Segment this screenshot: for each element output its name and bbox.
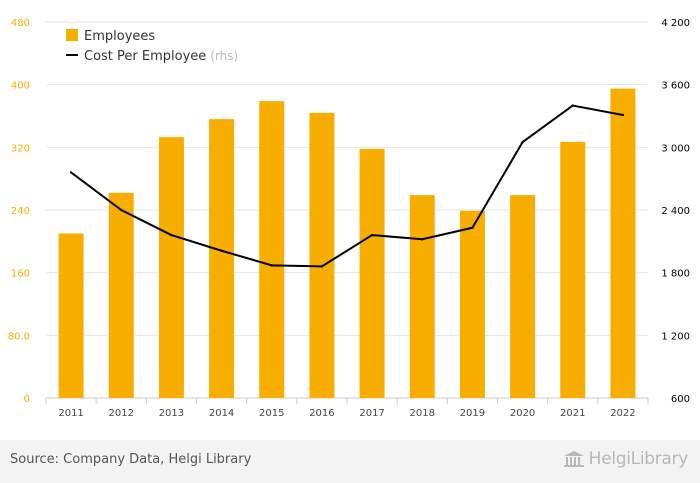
cost-per-employee-point	[621, 113, 625, 117]
legend-label-cost-name: Cost Per Employee	[84, 49, 206, 64]
legend: Employees Cost Per Employee (rhs)	[66, 29, 238, 64]
x-tick-label: 2019	[460, 408, 485, 419]
footer: Source: Company Data, Helgi Library Helg…	[0, 440, 700, 483]
chart-area: 0 80.0 160 240 320 400 480 600 1 200 1 800 2 400 3…	[8, 18, 690, 419]
employees-bar	[409, 195, 435, 398]
brand-text: HelgiLibrary	[588, 449, 689, 469]
cost-per-employee-point	[170, 233, 173, 237]
right-tick-label: 3 000	[661, 143, 690, 154]
cost-per-employee-point	[421, 238, 424, 241]
employees-bar	[58, 233, 84, 398]
left-tick-label: 320	[11, 143, 30, 154]
cost-per-employee-point	[320, 265, 324, 268]
right-axis: 600 1 200 1 800 2 400 3 000 3 600 4 200	[661, 18, 690, 405]
left-tick-label: 160	[11, 269, 30, 280]
legend-label-cost: Cost Per Employee (rhs)	[84, 49, 238, 64]
left-axis: 0 80.0 160 240 320 400 480	[8, 18, 30, 405]
employees-bars	[58, 88, 636, 398]
left-tick-label: 80.0	[8, 331, 30, 342]
right-tick-label: 2 400	[661, 206, 690, 217]
employees-bar	[459, 210, 485, 398]
x-tick-label: 2020	[510, 408, 535, 419]
cost-per-employee-point	[69, 171, 73, 174]
right-tick-label: 4 200	[661, 18, 690, 29]
right-tick-label: 600	[671, 394, 690, 405]
legend-label-cost-rhs: (rhs)	[210, 49, 238, 63]
employees-bar	[610, 88, 636, 398]
cost-per-employee-point	[370, 233, 374, 237]
employees-bar	[259, 101, 285, 398]
x-axis: 2011 2012 2013 2014 2015 2016 2017 2018 2019 2020…	[45, 397, 649, 419]
cost-per-employee-point	[220, 249, 223, 252]
combo-chart: 0 80.0 160 240 320 400 480 600 1 200 1 800 2 400 3…	[8, 18, 690, 419]
brand-logo: HelgiLibrary	[563, 449, 688, 469]
left-tick-label: 480	[11, 18, 30, 29]
employees-bar	[108, 192, 134, 398]
x-tick-label: 2014	[209, 408, 234, 419]
x-tick-label: 2012	[109, 408, 134, 419]
employees-bar	[209, 119, 235, 398]
left-tick-label: 0	[24, 394, 30, 405]
employees-bar	[359, 148, 385, 398]
left-tick-label: 240	[11, 206, 30, 217]
employees-bar	[510, 195, 536, 398]
right-tick-label: 3 600	[661, 81, 690, 92]
cost-per-employee-point	[521, 140, 524, 144]
cost-per-employee-point	[471, 226, 474, 229]
right-tick-label: 1 800	[661, 269, 690, 280]
employees-bar	[158, 137, 184, 398]
cost-per-employee-line	[69, 104, 625, 268]
x-tick-label: 2011	[58, 408, 83, 419]
employees-bar	[560, 141, 586, 398]
x-tick-label: 2015	[259, 408, 284, 419]
left-tick-label: 400	[11, 81, 30, 92]
cost-per-employee-point	[270, 264, 273, 267]
library-building-icon	[563, 451, 584, 467]
employees-bar	[309, 112, 335, 398]
cost-per-employee-polyline	[70, 104, 624, 268]
x-tick-label: 2013	[159, 408, 184, 419]
source-text: Source: Company Data, Helgi Library	[10, 452, 252, 467]
cost-per-employee-point	[571, 104, 574, 107]
x-tick-label: 2021	[560, 408, 585, 419]
x-tick-label: 2016	[309, 408, 334, 419]
x-tick-label: 2017	[359, 408, 384, 419]
cost-per-employee-point	[120, 208, 123, 212]
legend-swatch-employees	[66, 29, 78, 41]
right-tick-label: 1 200	[661, 331, 690, 342]
x-tick-label: 2022	[610, 408, 635, 419]
legend-label-employees: Employees	[84, 29, 155, 44]
gridlines	[46, 21, 648, 336]
x-tick-label: 2018	[410, 408, 435, 419]
